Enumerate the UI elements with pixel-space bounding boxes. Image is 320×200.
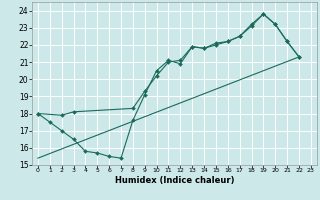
X-axis label: Humidex (Indice chaleur): Humidex (Indice chaleur) xyxy=(115,176,234,185)
